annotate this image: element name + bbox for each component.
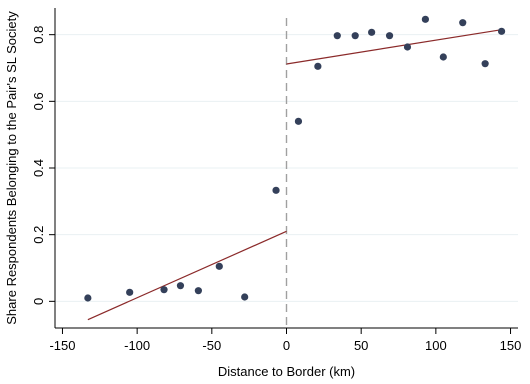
y-tick-label: 0.8 [31, 26, 46, 44]
x-tick-label: -50 [202, 338, 221, 353]
data-point [215, 262, 223, 270]
data-point [439, 53, 447, 61]
data-point [194, 287, 202, 295]
x-tick-label: 150 [500, 338, 522, 353]
data-point [403, 43, 412, 51]
y-tick-label: 0.4 [31, 159, 46, 177]
fit-layer [87, 29, 502, 321]
x-tick-label: 50 [354, 338, 368, 353]
data-point [84, 294, 92, 302]
fit-line [87, 230, 287, 321]
data-point [160, 286, 168, 294]
y-tick-label: 0.6 [31, 92, 46, 110]
data-point [333, 32, 341, 40]
y-axis-title: Share Respondents Belonging to the Pair'… [4, 11, 19, 325]
data-point [368, 28, 376, 36]
data-point [126, 288, 134, 296]
data-point [241, 293, 249, 301]
x-tick-label: 100 [425, 338, 447, 353]
points-layer [84, 15, 506, 302]
data-point [481, 60, 489, 68]
fit-line [286, 29, 502, 65]
data-point [385, 32, 394, 40]
data-point [176, 282, 185, 290]
data-point [497, 27, 506, 35]
x-axis-title: Distance to Border (km) [218, 364, 355, 379]
y-tick-label: 0.2 [31, 226, 46, 244]
x-tick-label: -100 [124, 338, 150, 353]
y-tick-label: 0 [31, 298, 46, 305]
data-point [272, 186, 280, 194]
data-point [421, 15, 429, 23]
data-point [314, 62, 322, 70]
axes-layer: -150 -100 -50 0 50 100 150 0 0.2 0.4 0.6 0.8 [31, 8, 521, 353]
data-point [459, 19, 467, 27]
data-point [351, 32, 359, 40]
x-tick-label: 0 [283, 338, 290, 353]
x-tick-label: -150 [49, 338, 75, 353]
data-point [294, 117, 303, 125]
